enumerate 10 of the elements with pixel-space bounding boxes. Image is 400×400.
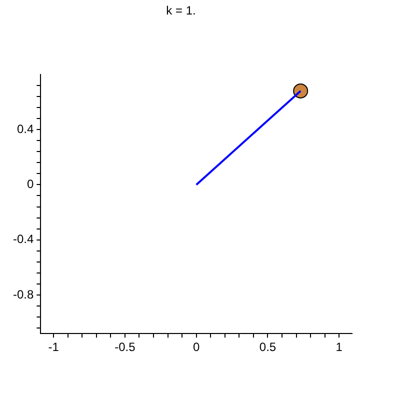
chart-title: k = 1. (166, 4, 196, 18)
x-tick-label: -1 (48, 340, 60, 354)
y-tick-label: -0.8 (12, 287, 34, 302)
x-tick-label: 0 (192, 340, 200, 354)
x-tick-label: 1 (336, 340, 343, 354)
y-tick-label: -0.4 (12, 232, 34, 246)
y-tick-label: 0.4 (16, 122, 34, 136)
x-tick-label: 0.5 (259, 340, 276, 354)
x-tick-label: -0.5 (114, 340, 136, 354)
y-tick-label: 0 (26, 177, 34, 192)
